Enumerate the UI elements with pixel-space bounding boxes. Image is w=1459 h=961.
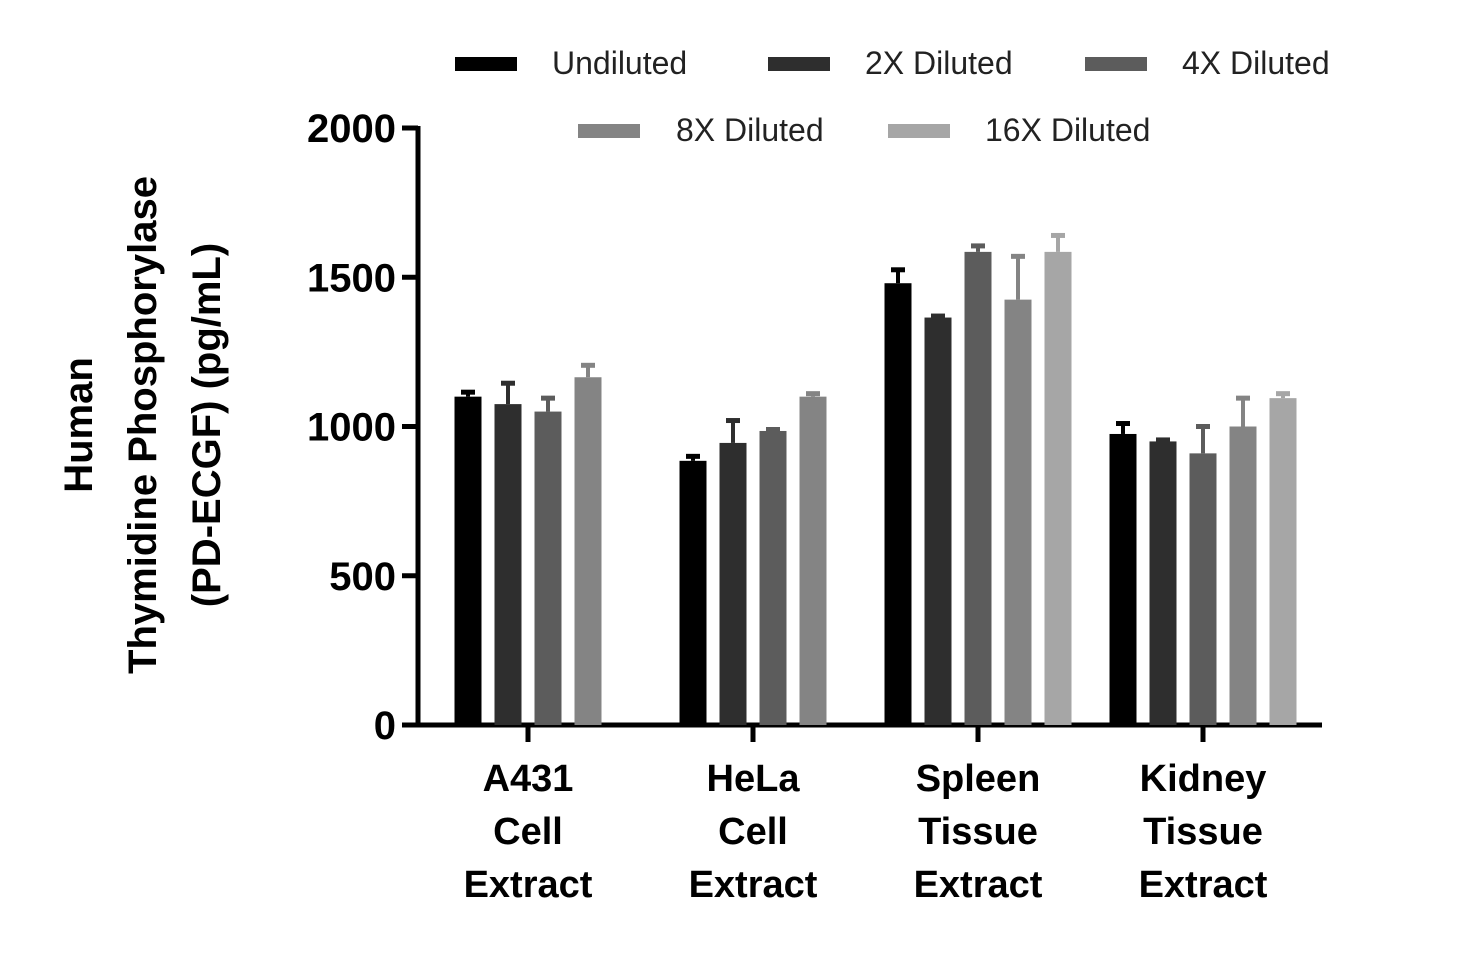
bar (1044, 251, 1072, 725)
bar (1229, 426, 1257, 725)
x-category-label-line: Extract (689, 864, 818, 906)
y-tick-label: 1000 (307, 406, 396, 450)
legend-label: 16X Diluted (985, 112, 1150, 148)
y-tick-label: 1500 (307, 256, 396, 300)
legend-label: 4X Diluted (1182, 45, 1330, 81)
y-tick-label: 0 (374, 704, 396, 748)
bar (964, 251, 992, 725)
legend-swatch (578, 124, 640, 138)
legend-swatch (1085, 57, 1147, 71)
bar (1189, 453, 1217, 725)
x-axis-categories: A431 Cell Extract HeLa Cell Extract Spleen Tiss… (464, 758, 1268, 906)
x-category-label-line: HeLa (707, 758, 801, 800)
x-category-label: Spleen Tissue Extract (914, 758, 1043, 906)
bar (494, 404, 522, 725)
legend-label: 8X Diluted (676, 112, 824, 148)
legend-swatch (888, 124, 950, 138)
legend-swatch (768, 57, 830, 71)
x-category-label-line: Tissue (918, 811, 1038, 853)
x-category-label-line: Spleen (916, 758, 1041, 800)
y-tick-label: 500 (329, 555, 396, 599)
bar (454, 396, 482, 725)
legend-label: Undiluted (552, 45, 687, 81)
x-category-label-line: Tissue (1143, 811, 1263, 853)
y-axis-title: Human Thymidine Phosphorylase (PD-ECGF) (p… (57, 176, 229, 674)
bar (924, 317, 952, 725)
bars (454, 232, 1297, 725)
x-category-label: HeLa Cell Extract (689, 758, 818, 906)
x-category-label-line: A431 (483, 758, 574, 800)
axes: 0 500 1000 1500 2000 (307, 107, 1322, 748)
x-category-label-line: Extract (464, 864, 593, 906)
bar (574, 377, 602, 725)
x-category-label-line: Cell (718, 811, 788, 853)
y-axis-title-line: (PD-ECGF) (pg/mL) (185, 243, 229, 607)
x-category-label: Kidney Tissue Extract (1139, 758, 1268, 906)
bar (1269, 398, 1297, 725)
y-axis-title-line: Thymidine Phosphorylase (121, 176, 165, 674)
bar (1109, 433, 1137, 725)
legend-swatch (455, 57, 517, 71)
bar (534, 411, 562, 725)
bar (1149, 441, 1177, 725)
x-category-label-line: Extract (914, 864, 1043, 906)
bar (679, 460, 707, 725)
bar (799, 396, 827, 725)
bar (884, 283, 912, 725)
bar (759, 430, 787, 725)
y-axis-title-line: Human (57, 357, 101, 493)
legend-label: 2X Diluted (865, 45, 1013, 81)
x-category-label-line: Kidney (1140, 758, 1267, 800)
y-tick-label: 2000 (307, 107, 396, 151)
bar (1004, 299, 1032, 725)
x-category-label-line: Cell (493, 811, 563, 853)
legend: Undiluted 2X Diluted 4X Diluted 8X Diluted 1… (455, 45, 1330, 148)
x-category-label: A431 Cell Extract (464, 758, 593, 906)
bar (719, 442, 747, 725)
x-category-label-line: Extract (1139, 864, 1268, 906)
